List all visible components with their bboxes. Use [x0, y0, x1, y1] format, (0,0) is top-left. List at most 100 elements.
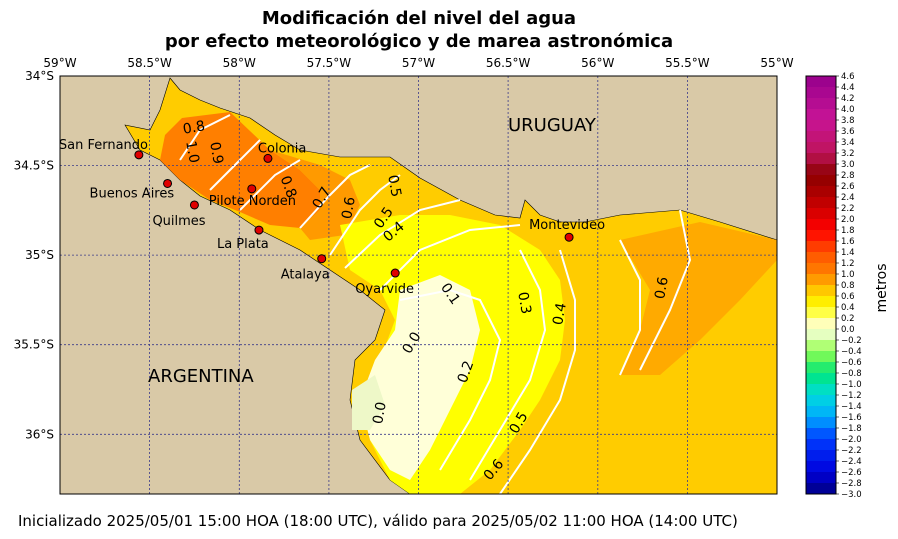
- lon-tick-label: 56.5°W: [486, 56, 531, 70]
- colorbar-segment: [806, 483, 836, 495]
- zone-high: [160, 112, 320, 228]
- colorbar-segment: [806, 186, 836, 198]
- colorbar-tick-label: −0.4: [841, 347, 862, 357]
- zone-higher: [270, 150, 360, 240]
- colorbar-tick-label: 2.0: [841, 215, 855, 225]
- map-area: 0.81.0 0.90.8 0.7 0.60.50.50.40.1 0.3 0.40.60…: [59, 76, 777, 494]
- city-marker: [254, 225, 264, 235]
- colorbar-tick-label: −2.6: [841, 468, 862, 478]
- colorbar-tick-label: 3.6: [841, 127, 855, 137]
- colorbar-tick-label: 4.2: [841, 94, 855, 104]
- longitude-tick-labels: 59°W 58.5°W 58°W 57.5°W 57°W 56.5°W 56°W 55.5°W…: [43, 56, 793, 70]
- colorbar-segment: [806, 373, 836, 385]
- lon-tick-label: 55.5°W: [665, 56, 710, 70]
- chart-title-line1: Modificación del nivel del agua: [261, 8, 577, 29]
- chart-title-line2: por efecto meteorológico y de marea astr…: [164, 31, 674, 52]
- lon-tick-label: 59°W: [43, 56, 76, 70]
- colorbar-tick-label: 1.4: [841, 248, 855, 258]
- contour-value-label: 0.4: [550, 302, 570, 327]
- colorbar-tick-label: 1.0: [841, 270, 855, 280]
- colorbar-tick-label: 0.2: [841, 314, 855, 324]
- city-label: Quilmes: [152, 214, 205, 229]
- lon-tick-label: 55°W: [760, 56, 793, 70]
- colorbar-segment: [806, 351, 836, 363]
- colorbar-tick-label: 0.4: [841, 303, 855, 313]
- city-marker: [163, 178, 173, 188]
- city-label: Colonia: [258, 141, 306, 156]
- city-label: La Plata: [217, 237, 269, 252]
- colorbar-tick-label: 2.6: [841, 182, 855, 192]
- zone-low: [360, 275, 480, 480]
- city-label: Buenos Aires: [90, 186, 175, 201]
- zone-east: [620, 222, 777, 375]
- colorbar-tick-label: −2.8: [841, 479, 862, 489]
- lon-tick-label: 58.5°W: [127, 56, 172, 70]
- colorbar-tick-label: 4.6: [841, 72, 855, 82]
- colorbar-segment: [806, 428, 836, 440]
- colorbar-tick-label: 1.6: [841, 237, 855, 247]
- colorbar-tick-label: 4.0: [841, 105, 855, 115]
- colorbar-segment: [806, 384, 836, 396]
- colorbar-tick-label: 0.0: [841, 325, 855, 335]
- colorbar-segment: [806, 450, 836, 462]
- contour-value-label: 0.6: [339, 196, 359, 221]
- colorbar: [806, 76, 836, 495]
- city-label: San Fernando: [59, 138, 148, 153]
- colorbar-segment: [806, 153, 836, 165]
- colorbar-tick-label: 0.8: [841, 281, 855, 291]
- colorbar-segment: [806, 76, 836, 88]
- city-label: Montevideo: [529, 218, 605, 233]
- colorbar-segment: [806, 417, 836, 429]
- lat-tick-label: 34.5°S: [14, 159, 54, 173]
- city-label: Oyarvide: [355, 282, 414, 297]
- colorbar-tick-label: −1.6: [841, 413, 862, 423]
- lon-tick-label: 58°W: [223, 56, 256, 70]
- colorbar-tick-label: −1.8: [841, 424, 862, 434]
- colorbar-segment: [806, 109, 836, 121]
- map-grid: [60, 76, 777, 494]
- colorbar-segment: [806, 131, 836, 143]
- colorbar-tick-label: 2.8: [841, 171, 855, 181]
- colorbar-tick-label: −2.0: [841, 435, 862, 445]
- colorbar-segment: [806, 406, 836, 418]
- colorbar-segment: [806, 241, 836, 253]
- colorbar-segment: [806, 98, 836, 110]
- colorbar-tick-label: 1.8: [841, 226, 855, 236]
- colorbar-segment: [806, 197, 836, 209]
- colorbar-segment: [806, 175, 836, 187]
- lon-tick-label: 56°W: [581, 56, 614, 70]
- city-label: Pilote Norden: [209, 194, 296, 209]
- contour-lines: [179, 114, 692, 494]
- contour-value-label: 0.8: [182, 118, 207, 138]
- latitude-tick-labels: 34°S 34.5°S 35°S 35.5°S 36°S: [14, 69, 54, 441]
- colorbar-segment: [806, 472, 836, 484]
- contour-value-label: 0.5: [384, 174, 404, 199]
- zone-lowest: [352, 375, 385, 430]
- colorbar-tick-label: 3.0: [841, 160, 855, 170]
- colorbar-segment: [806, 164, 836, 176]
- footer-validity-text: Inicializado 2025/05/01 15:00 HOA (18:00…: [18, 512, 738, 530]
- contour-value-label: 0.2: [455, 359, 478, 385]
- colorbar-segment: [806, 329, 836, 341]
- colorbar-segment: [806, 87, 836, 99]
- colorbar-tick-label: −0.6: [841, 358, 862, 368]
- colorbar-segment: [806, 120, 836, 132]
- colorbar-tick-label: 3.2: [841, 149, 855, 159]
- colorbar-segment: [806, 208, 836, 220]
- contour-value-label: 0.3: [514, 291, 534, 316]
- colorbar-tick-label: 3.4: [841, 138, 855, 148]
- lat-tick-label: 35°S: [25, 248, 54, 262]
- colorbar-label: metros: [874, 263, 890, 312]
- city-markers: San Fernando Buenos Aires Colonia Pilote No…: [59, 138, 605, 297]
- contour-value-label: 0.8: [277, 174, 300, 200]
- colorbar-tick-label: 1.2: [841, 259, 855, 269]
- colorbar-segment: [806, 274, 836, 286]
- city-marker: [390, 268, 400, 278]
- colorbar-segment: [806, 461, 836, 473]
- colorbar-tick-label: 0.6: [841, 292, 855, 302]
- city-marker: [263, 153, 273, 163]
- country-label-argentina: ARGENTINA: [148, 366, 254, 387]
- city-marker: [564, 232, 574, 242]
- colorbar-tick-label: −3.0: [841, 490, 862, 500]
